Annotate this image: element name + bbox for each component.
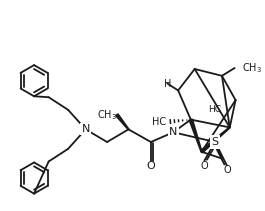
Text: O: O [201,161,208,170]
Text: O: O [223,165,231,175]
Polygon shape [189,119,202,152]
Text: N: N [81,124,90,134]
Polygon shape [201,127,230,153]
Text: CH$_3$: CH$_3$ [97,108,117,122]
Text: H: H [164,78,171,89]
Text: N: N [169,127,178,137]
Text: HC: HC [208,105,221,114]
Text: N: N [81,124,90,134]
Text: O: O [147,161,155,172]
Text: N: N [169,127,178,137]
Text: S: S [211,137,219,147]
Text: HC: HC [152,116,166,127]
Polygon shape [116,114,129,130]
Text: S: S [211,137,219,147]
Text: CH$_3$: CH$_3$ [242,61,262,75]
